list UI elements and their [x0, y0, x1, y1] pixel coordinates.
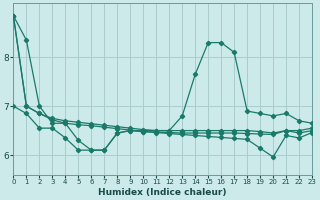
X-axis label: Humidex (Indice chaleur): Humidex (Indice chaleur) — [99, 188, 227, 197]
